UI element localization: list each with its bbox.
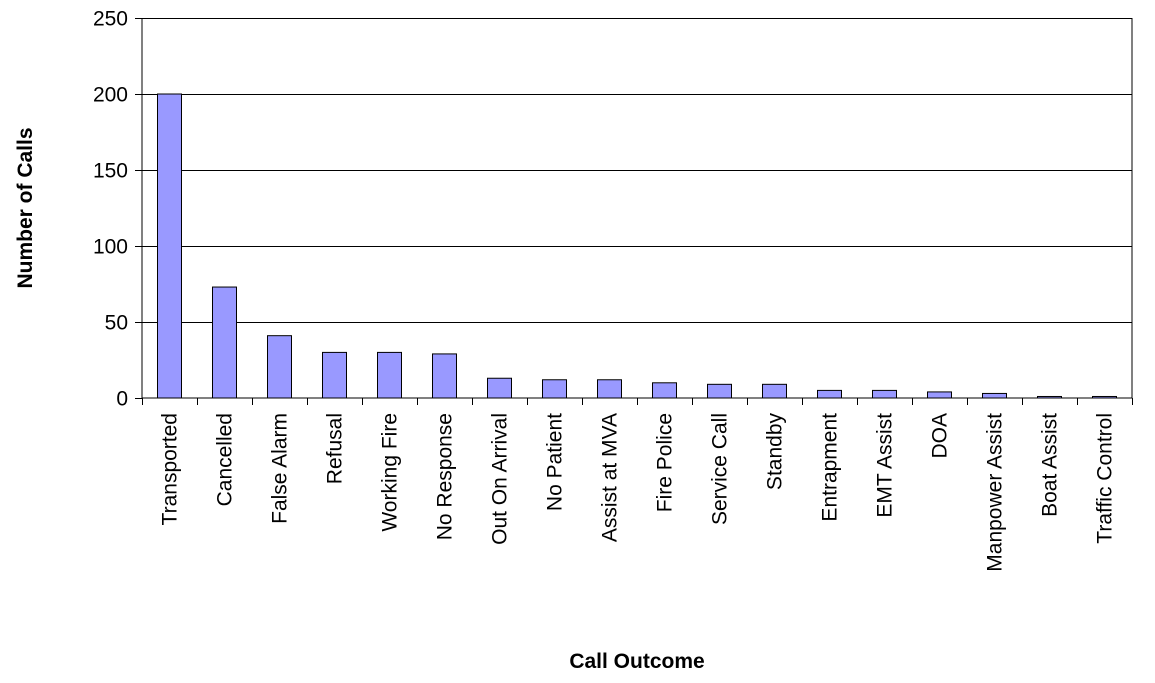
- x-tick-label: Refusal: [324, 413, 347, 484]
- x-tick-label: Cancelled: [214, 413, 237, 506]
- y-tick-label: 100: [93, 236, 128, 259]
- x-tick-label: No Patient: [544, 413, 567, 511]
- bar-service-call: [707, 383, 732, 399]
- bar-working-fire: [377, 351, 402, 399]
- y-tick-label: 0: [116, 388, 128, 411]
- bar-transported: [157, 93, 182, 399]
- bar-emt-assist: [872, 389, 897, 399]
- x-tick-label: Manpower Assist: [984, 413, 1007, 572]
- y-tick-label: 50: [105, 312, 128, 335]
- x-tick-label: Service Call: [709, 413, 732, 525]
- bar-no-patient: [542, 379, 567, 399]
- x-tick-label: Standby: [764, 413, 787, 491]
- y-tick-label: 150: [93, 160, 128, 183]
- y-axis-title: Number of Calls: [14, 127, 37, 288]
- gridlines: [142, 18, 1132, 323]
- x-tick-label: Assist at MVA: [599, 413, 622, 542]
- y-tick-label: 200: [93, 84, 128, 107]
- bar-assist-at-mva: [597, 379, 622, 399]
- bar-refusal: [322, 351, 347, 399]
- x-tick-label: Out On Arrival: [489, 413, 512, 545]
- bar-cancelled: [212, 286, 237, 399]
- x-tick-label: No Response: [434, 413, 457, 540]
- x-tick-label: Traffic Control: [1094, 413, 1117, 544]
- x-axis-title: Call Outcome: [569, 650, 704, 673]
- x-tick-label: Working Fire: [379, 413, 402, 532]
- bar-false-alarm: [267, 335, 292, 399]
- x-tick-label: False Alarm: [269, 413, 292, 524]
- x-tick-label: Entrapment: [819, 413, 842, 522]
- bar-out-on-arrival: [487, 377, 512, 399]
- bar-fire-police: [652, 382, 677, 399]
- x-ticks: Transported Cancelled False Alarm Refusal Wo…: [142, 398, 1133, 572]
- bar-doa: [927, 391, 952, 399]
- x-tick-label: DOA: [929, 413, 952, 459]
- x-tick-label: Boat Assist: [1039, 413, 1062, 517]
- y-ticks: 0 50 100 150 200 250: [93, 8, 142, 411]
- bar-standby: [762, 383, 787, 399]
- bars: [157, 93, 1117, 399]
- x-tick-label: Transported: [159, 413, 182, 525]
- bar-no-response: [432, 353, 457, 399]
- bar-entrapment: [817, 389, 842, 399]
- y-tick-label: 250: [93, 8, 128, 31]
- x-tick-label: Fire Police: [654, 413, 677, 512]
- x-tick-label: EMT Assist: [874, 413, 897, 518]
- bar-manpower-assist: [982, 392, 1007, 399]
